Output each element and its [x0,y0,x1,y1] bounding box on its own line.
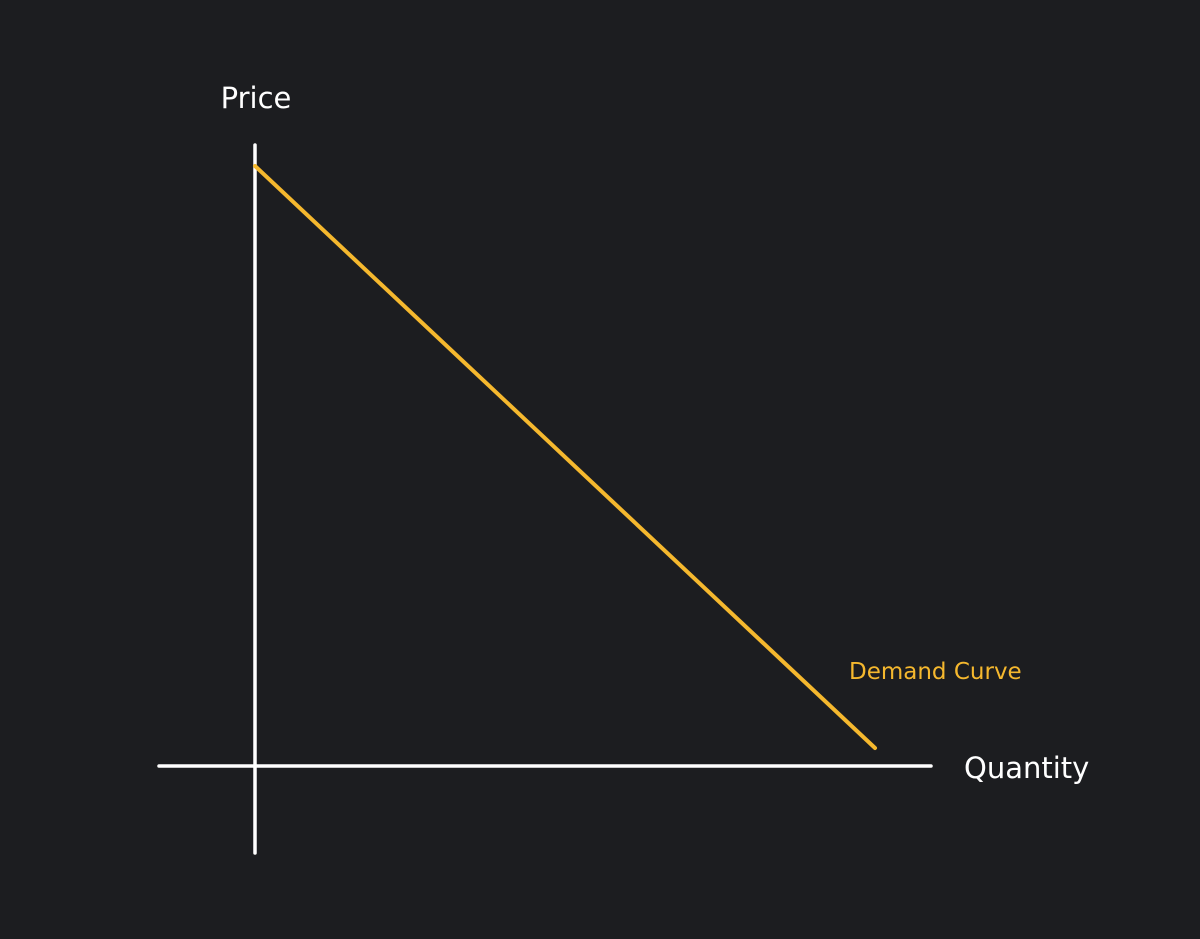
x-axis-label: Quantity [964,751,1089,785]
series-layer: Demand Curve [253,164,1022,750]
demand-curve-line [253,164,877,750]
demand-curve-label: Demand Curve [849,659,1022,685]
y-axis-label: Price [221,81,292,115]
